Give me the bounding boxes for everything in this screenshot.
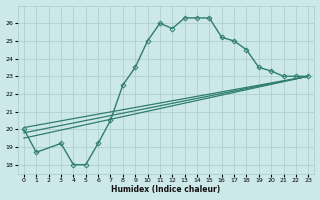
X-axis label: Humidex (Indice chaleur): Humidex (Indice chaleur) [111,185,221,194]
